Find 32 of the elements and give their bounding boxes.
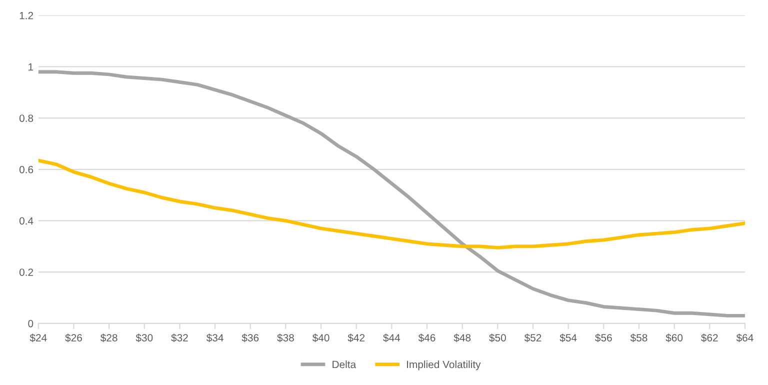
y-tick-label: 0.2 [19,268,34,276]
y-tick-label: 1.2 [20,12,34,20]
x-tick-label: $26 [65,334,82,342]
x-tick-label: $30 [136,334,153,342]
y-tick-label: 1 [28,63,34,71]
y-tick-label: 0.6 [19,166,34,174]
x-tick-label: $58 [630,334,648,342]
x-tick-label: $46 [418,334,436,342]
x-tick-label: $40 [312,334,330,342]
x-tick-label: $34 [206,334,224,342]
x-tick-label: $44 [383,334,400,342]
x-tick-label: $56 [595,334,612,342]
x-tick-label: $28 [100,334,118,342]
x-tick-label: $32 [171,334,188,342]
x-tick-label: $50 [489,334,506,342]
y-tick-label: 0.4 [19,217,34,225]
line-series [38,158,745,250]
y-tick-label: 0 [28,320,34,328]
x-tick-label: $36 [242,334,259,342]
x-tick-label: $24 [30,334,47,342]
y-tick-label: 0.8 [19,114,34,122]
x-tick-label: $42 [348,334,365,342]
line-series [38,70,745,318]
legend-label: Implied Volatility [407,360,481,370]
x-tick-label: $48 [454,334,471,342]
x-tick-label: $54 [560,334,577,342]
legend-label: Delta [332,360,356,368]
x-tick-label: $62 [701,334,718,342]
x-tick-label: $64 [736,334,754,342]
x-tick-label: $38 [277,334,294,342]
x-tick-label: $60 [666,334,683,342]
x-tick-label: $52 [524,334,542,342]
